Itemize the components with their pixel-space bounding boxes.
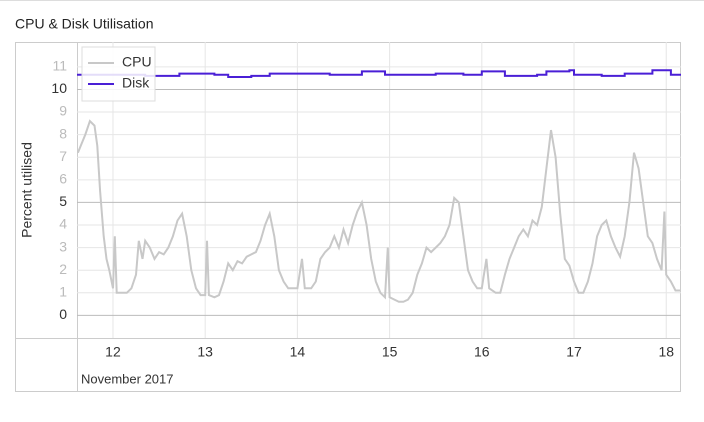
y-tick-label: 1 — [59, 284, 67, 300]
line-series — [76, 119, 681, 303]
x-tick-label: 18 — [658, 344, 674, 360]
chart-title: CPU & Disk Utilisation — [15, 16, 153, 32]
y-tick-label: 8 — [59, 125, 67, 141]
y-tick-label: 7 — [59, 148, 67, 164]
y-tick-label: 5 — [59, 193, 67, 209]
x-tick-label: 16 — [474, 344, 490, 360]
y-tick-label: 4 — [59, 216, 67, 232]
x-tick-label: 13 — [197, 344, 213, 360]
line-series — [77, 69, 681, 78]
y-tick-label: 6 — [59, 171, 67, 187]
y-axis-label: Percent utilised — [19, 142, 35, 238]
legend-label: CPU — [122, 54, 152, 70]
y-tick-label: 11 — [52, 58, 67, 74]
legend-label: Disk — [122, 75, 150, 91]
x-tick-label: 12 — [105, 344, 121, 360]
legend-box — [81, 46, 156, 102]
y-tick-label: 10 — [51, 80, 67, 96]
x-tick-label: 15 — [382, 344, 398, 360]
frame — [15, 42, 681, 392]
y-tick-label: 9 — [59, 103, 67, 119]
x-tick-label: 14 — [290, 344, 306, 360]
x-axis-label: November 2017 — [81, 371, 174, 386]
y-tick-label: 0 — [59, 306, 67, 322]
x-tick-label: 17 — [566, 344, 582, 360]
y-tick-label: 2 — [59, 261, 67, 277]
y-tick-label: 3 — [59, 238, 67, 254]
